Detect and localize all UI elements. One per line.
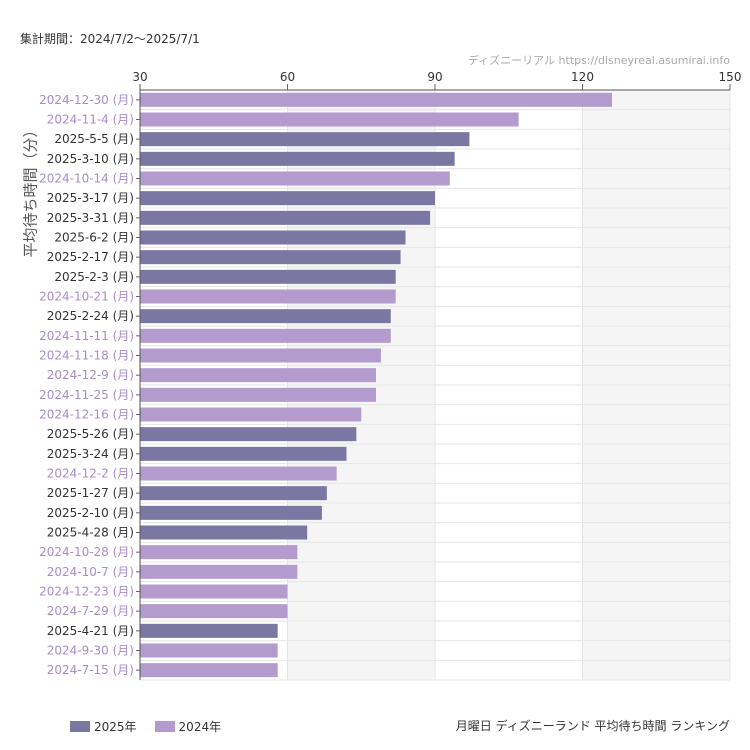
category-label: 2024-7-15 (月) [47,663,134,677]
category-label: 2025-4-21 (月) [47,624,134,638]
category-label: 2025-2-3 (月) [54,270,134,284]
bar [140,210,431,225]
category-label: 2024-9-30 (月) [47,644,134,658]
bar [140,171,450,186]
legend-label-2024: 2024年 [178,720,222,734]
category-label: 2025-1-27 (月) [47,486,134,500]
bar [140,446,347,461]
bar [140,250,401,265]
bar [140,289,396,304]
category-label: 2024-12-16 (月) [39,408,134,422]
bar [140,623,278,638]
bar [140,368,376,383]
bar [140,269,396,284]
category-label: 2025-3-10 (月) [47,152,134,166]
bar [140,348,381,363]
legend: 2025年 2024年 [70,718,221,735]
bar [140,505,322,520]
legend-label-2025: 2025年 [94,720,137,734]
category-label: 2025-3-31 (月) [47,211,134,225]
bar [140,112,519,127]
x-tick-label: 120 [571,70,594,84]
bar [140,604,288,619]
category-label: 2024-12-2 (月) [47,467,134,481]
bar [140,151,455,166]
bar [140,407,362,422]
category-label: 2025-4-28 (月) [47,526,134,540]
category-label: 2025-3-17 (月) [47,191,134,205]
category-label: 2024-10-21 (月) [39,290,134,304]
category-label: 2024-11-4 (月) [47,113,134,127]
aggregation-period: 集計期間：2024/7/2〜2025/7/1 [20,32,200,46]
category-label: 2025-2-10 (月) [47,506,134,520]
bar [140,309,391,324]
legend-swatch-2025 [70,721,90,732]
category-label: 2024-10-28 (月) [39,545,134,559]
category-label: 2024-11-11 (月) [39,329,134,343]
legend-swatch-2024 [154,721,175,732]
bar [140,328,391,343]
bar [140,584,288,599]
bar [140,191,435,206]
category-label: 2025-2-24 (月) [47,309,134,323]
category-label: 2025-2-17 (月) [47,250,134,264]
bar [140,545,298,560]
legend-item-2025[interactable]: 2025年 [70,718,137,735]
category-label: 2025-5-5 (月) [54,132,134,146]
category-label: 2024-10-7 (月) [47,565,134,579]
category-label: 2024-10-14 (月) [39,172,134,186]
x-tick-label: 30 [132,70,147,84]
source-credit: ディズニーリアル https://disneyreal.asumirai.inf… [467,54,730,67]
category-label: 2025-3-24 (月) [47,447,134,461]
bar [140,466,337,481]
bar [140,132,470,147]
bar [140,92,612,107]
category-label: 2024-12-9 (月) [47,368,134,382]
x-tick-label: 60 [280,70,295,84]
x-tick-label: 150 [719,70,742,84]
chart-title: 月曜日 ディズニーランド 平均待ち時間 ランキング [455,719,730,733]
bar [140,643,278,658]
bar [140,663,278,678]
x-tick-label: 90 [427,70,442,84]
category-label: 2024-12-23 (月) [39,585,134,599]
bar [140,525,308,540]
category-label: 2024-7-29 (月) [47,604,134,618]
bar [140,387,376,402]
category-label: 2024-12-30 (月) [39,93,134,107]
bar [140,486,327,501]
bar [140,230,406,245]
legend-item-2024[interactable]: 2024年 [154,718,222,735]
category-label: 2025-5-26 (月) [47,427,134,441]
category-label: 2024-11-25 (月) [39,388,134,402]
category-label: 2024-11-18 (月) [39,349,134,363]
bar [140,427,357,442]
category-label: 2025-6-2 (月) [54,231,134,245]
bar [140,564,298,579]
